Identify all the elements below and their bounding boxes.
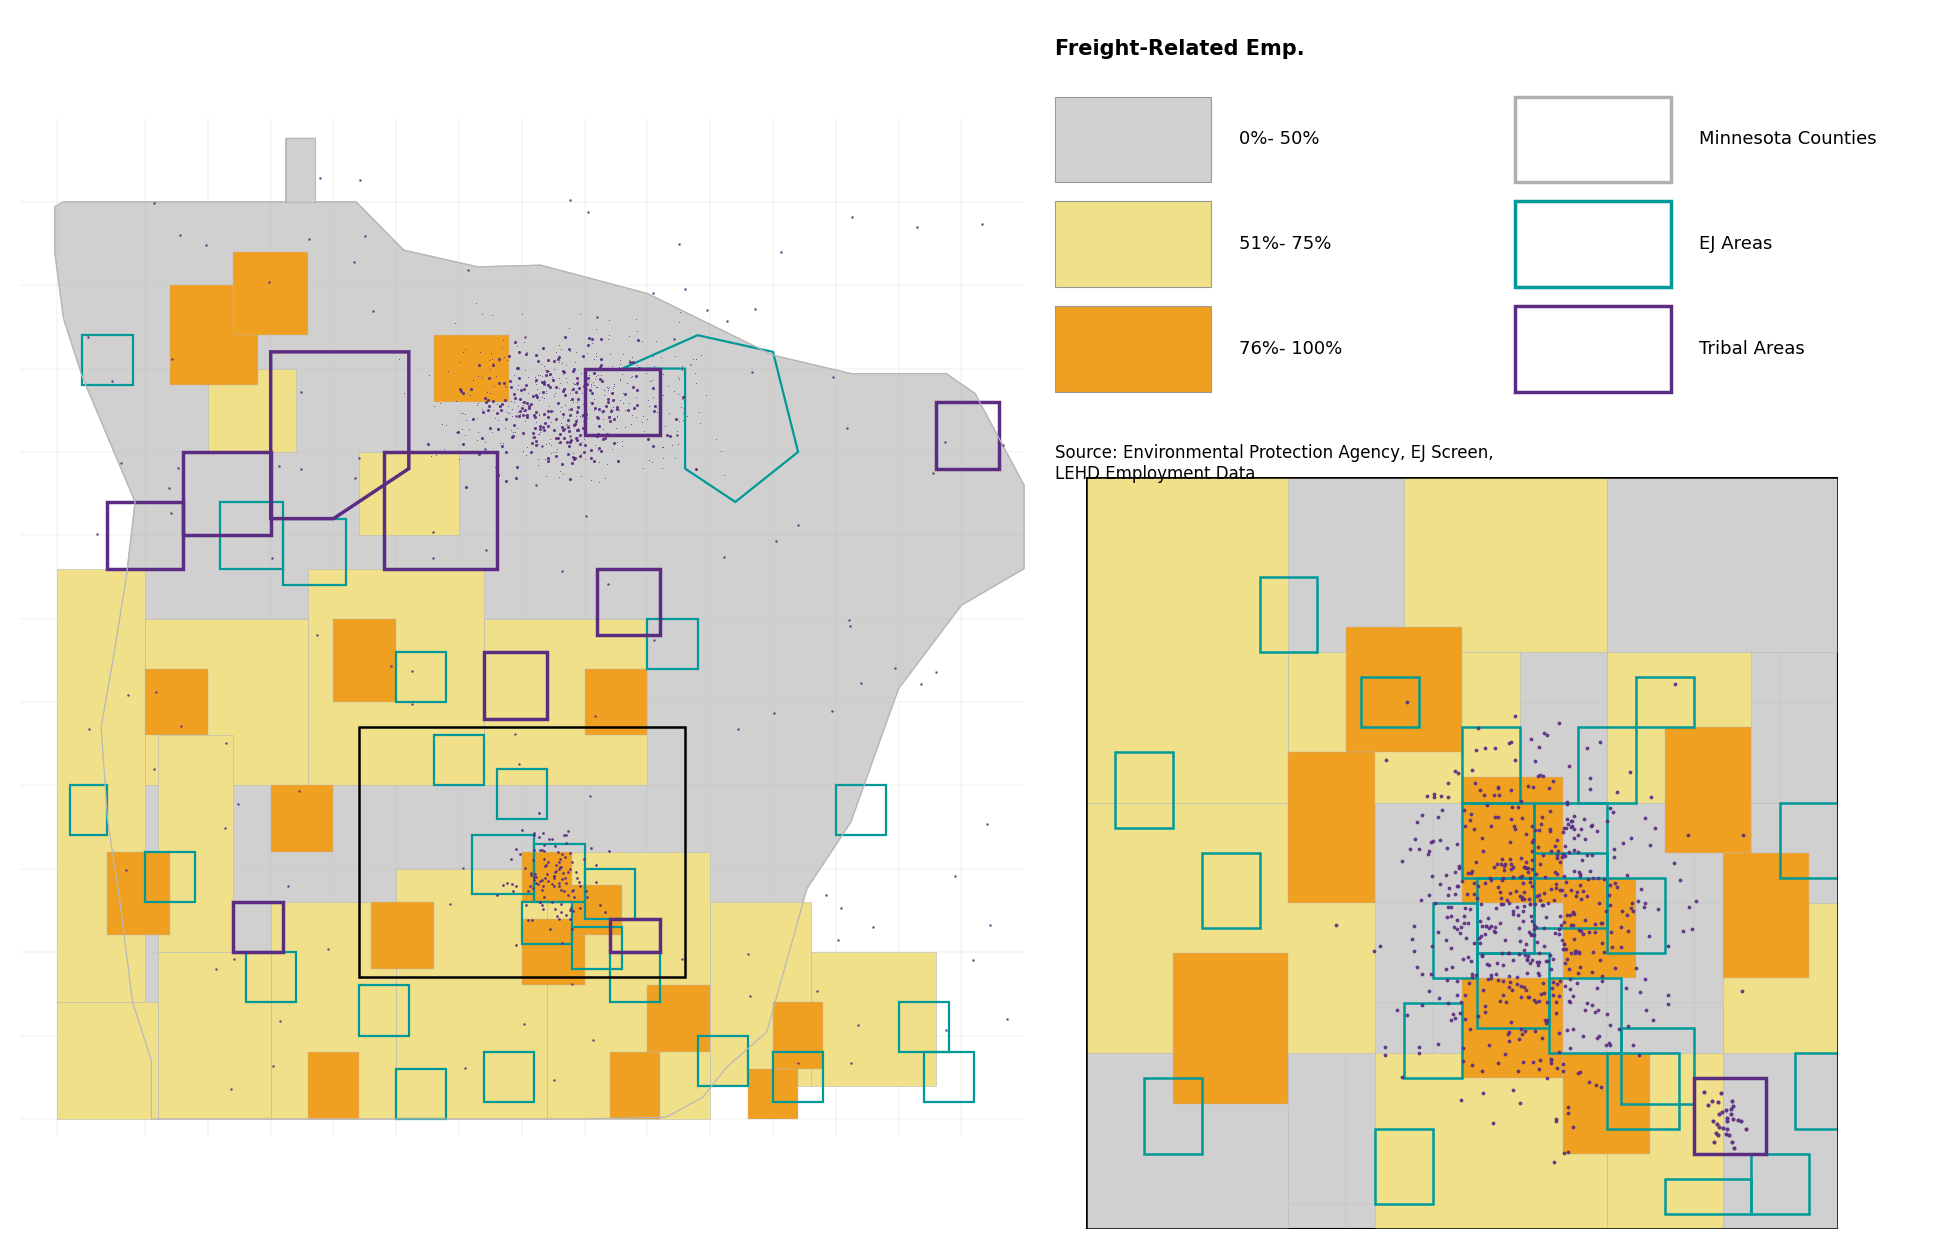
Text: Tribal Areas: Tribal Areas (1697, 340, 1803, 359)
Polygon shape (285, 138, 315, 202)
Polygon shape (1085, 803, 1374, 1053)
Polygon shape (1562, 1053, 1650, 1154)
Polygon shape (358, 451, 459, 535)
Polygon shape (1404, 477, 1605, 652)
Polygon shape (1722, 1003, 1838, 1229)
Polygon shape (485, 618, 647, 785)
Polygon shape (522, 853, 571, 902)
Polygon shape (57, 1002, 158, 1119)
Polygon shape (270, 902, 397, 1119)
Polygon shape (1085, 1053, 1288, 1229)
Polygon shape (371, 902, 434, 969)
Polygon shape (1085, 477, 1838, 1229)
Polygon shape (270, 785, 332, 853)
FancyBboxPatch shape (1513, 202, 1670, 287)
Polygon shape (1462, 777, 1562, 903)
Polygon shape (585, 668, 647, 735)
Polygon shape (1085, 477, 1288, 803)
Bar (358, 727, 684, 977)
Polygon shape (1288, 652, 1519, 803)
Polygon shape (747, 1068, 798, 1119)
Polygon shape (809, 952, 936, 1086)
Text: 76%- 100%: 76%- 100% (1238, 340, 1341, 359)
Polygon shape (170, 285, 258, 385)
Text: Source: Environmental Protection Agency, EJ Screen,
LEHD Employment Data: Source: Environmental Protection Agency,… (1054, 444, 1494, 483)
Polygon shape (145, 668, 207, 735)
Polygon shape (1605, 477, 1838, 652)
Polygon shape (397, 869, 547, 1119)
FancyBboxPatch shape (1054, 202, 1210, 287)
Polygon shape (207, 369, 295, 451)
Text: Minnesota Counties: Minnesota Counties (1697, 130, 1875, 148)
Polygon shape (434, 335, 508, 401)
Polygon shape (571, 885, 622, 935)
Polygon shape (158, 735, 233, 952)
Polygon shape (55, 138, 1024, 1119)
Polygon shape (145, 618, 309, 785)
Polygon shape (647, 986, 710, 1052)
Polygon shape (108, 853, 170, 935)
Polygon shape (1230, 477, 1404, 652)
Text: Freight-Related Emp.: Freight-Related Emp. (1054, 39, 1304, 59)
Polygon shape (309, 1052, 358, 1119)
Polygon shape (1664, 727, 1750, 853)
Text: EJ Areas: EJ Areas (1697, 236, 1771, 253)
FancyBboxPatch shape (1054, 306, 1210, 393)
Polygon shape (1722, 903, 1838, 1053)
Text: 51%- 75%: 51%- 75% (1238, 236, 1331, 253)
Polygon shape (1605, 652, 1750, 803)
FancyBboxPatch shape (1054, 97, 1210, 182)
Polygon shape (1462, 978, 1562, 1078)
Polygon shape (522, 919, 585, 986)
Polygon shape (1173, 953, 1288, 1104)
Polygon shape (158, 952, 270, 1119)
Polygon shape (233, 252, 309, 335)
Polygon shape (1288, 752, 1374, 903)
Polygon shape (57, 568, 145, 1002)
Polygon shape (309, 568, 485, 785)
FancyBboxPatch shape (1513, 306, 1670, 393)
Polygon shape (1750, 803, 1838, 1003)
FancyBboxPatch shape (1513, 97, 1670, 182)
Polygon shape (710, 902, 809, 1086)
Polygon shape (1605, 1053, 1722, 1229)
Polygon shape (772, 1002, 823, 1068)
Polygon shape (1374, 1053, 1605, 1229)
Polygon shape (1345, 627, 1462, 752)
Text: 0%- 50%: 0%- 50% (1238, 130, 1320, 148)
Polygon shape (1562, 878, 1634, 978)
Polygon shape (332, 618, 397, 702)
Polygon shape (1722, 853, 1808, 978)
Polygon shape (547, 853, 710, 1119)
Polygon shape (610, 1052, 659, 1119)
